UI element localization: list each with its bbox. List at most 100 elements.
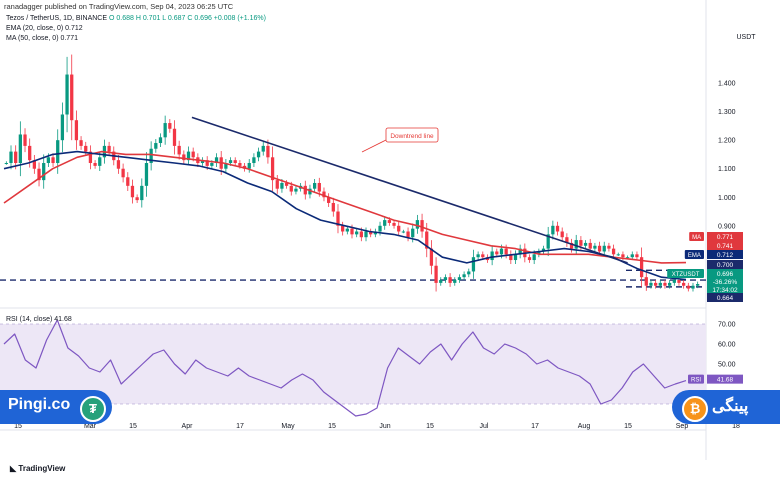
candle-body	[327, 197, 331, 203]
price-label-box	[707, 285, 743, 294]
candle-body	[182, 154, 186, 161]
rsi-label-box	[707, 374, 743, 384]
candle-body	[387, 220, 392, 223]
brand-latin: Pingi.co	[8, 396, 71, 413]
candle-body	[9, 151, 13, 164]
candle-body	[107, 145, 111, 152]
candle-body	[172, 128, 177, 146]
candle-body	[616, 254, 620, 256]
candle-body	[611, 248, 616, 255]
candle-body	[518, 248, 522, 255]
candle-body	[546, 234, 550, 249]
candle-body	[579, 240, 583, 246]
candle-body	[471, 257, 476, 272]
candle-body	[266, 145, 270, 158]
rsi-price-label: RSI 41.68	[688, 374, 743, 384]
candle-body	[116, 160, 121, 169]
price-label: 17:34:02	[707, 285, 743, 294]
candle-body	[583, 242, 588, 246]
candle-body	[312, 182, 317, 189]
candle-body	[284, 182, 289, 186]
candle-body	[177, 145, 181, 155]
candle-body	[406, 231, 410, 238]
candle-body	[303, 185, 307, 195]
candle-body	[168, 123, 172, 129]
candle-body	[154, 143, 158, 149]
candle-body	[439, 280, 443, 283]
candle-body	[696, 284, 700, 286]
candle-body	[317, 182, 321, 192]
price-label-box	[707, 232, 743, 241]
candle-body	[308, 188, 312, 195]
candle-body	[560, 231, 564, 238]
candle-body	[261, 145, 265, 152]
tether-logo-icon: ₮	[80, 396, 106, 422]
candle-body	[434, 265, 438, 283]
candle-body	[411, 228, 415, 238]
candle-body	[4, 163, 8, 165]
candle-body	[453, 280, 457, 283]
candle-body	[270, 157, 275, 181]
candle-body	[602, 245, 606, 252]
candle-body	[93, 163, 97, 166]
candle-body	[649, 282, 653, 286]
candle-body	[228, 160, 233, 164]
candle-body	[37, 168, 41, 181]
time-tick-label: 15	[14, 423, 22, 430]
brand-persian: پینگی	[712, 398, 749, 415]
time-tick-label: Aug	[578, 423, 591, 430]
candle-body	[256, 151, 261, 158]
candle-body	[597, 245, 602, 252]
candle-body	[467, 271, 471, 275]
candle-body	[462, 274, 466, 278]
price-label-value: 0.771	[717, 234, 734, 241]
candle-body	[555, 225, 560, 232]
candle-body	[200, 160, 205, 164]
annotation-box	[385, 127, 439, 143]
candle-body	[658, 282, 662, 286]
candle-body	[672, 280, 676, 283]
price-tick-label: 1.000	[718, 195, 736, 202]
price-label-box	[707, 293, 743, 302]
rsi-legend[interactable]: RSI (14, close) 41.68	[6, 316, 72, 323]
candle-body	[214, 157, 219, 164]
candle-body	[588, 242, 592, 249]
time-tick-label: 17	[531, 423, 539, 430]
candle-body	[252, 157, 256, 164]
candle-body	[121, 168, 125, 178]
price-label: EMA 0.712	[684, 250, 743, 259]
tradingview-watermark: ◣ TradingView	[10, 464, 66, 473]
rsi-tick-label: 70.00	[718, 322, 736, 329]
ema-legend[interactable]: EMA (20, close, 0) 0.712	[6, 25, 83, 32]
candle-body	[392, 222, 396, 226]
symbol-legend[interactable]: Tezos / TetherUS, 1D, BINANCE O 0.688 H …	[6, 14, 266, 23]
downtrend-line	[191, 116, 628, 264]
candle-body	[495, 251, 499, 255]
candle-body	[677, 280, 681, 283]
candle-body	[130, 185, 135, 198]
price-label: 0.700	[707, 260, 743, 269]
annotation-arrow	[361, 139, 387, 153]
candle-body	[56, 140, 60, 164]
candle-body	[574, 240, 578, 249]
candle-body	[275, 180, 279, 189]
time-tick-label: Apr	[182, 423, 194, 430]
time-tick-label: Sep	[676, 423, 689, 430]
candle-body	[532, 254, 536, 261]
candle-body	[383, 220, 387, 226]
candle-body	[425, 231, 429, 249]
candle-body	[65, 74, 69, 115]
candle-body	[513, 254, 518, 261]
candle-body	[331, 202, 335, 212]
candle-body	[210, 163, 214, 166]
price-label-box	[707, 241, 743, 250]
candle-body	[504, 248, 508, 255]
candle-body	[23, 134, 27, 146]
ma-legend[interactable]: MA (50, close, 0) 0.771	[6, 35, 78, 42]
candle-body	[397, 225, 401, 232]
candle-body	[499, 248, 504, 255]
ma-50-line	[3, 150, 687, 264]
candle-body	[336, 211, 340, 226]
downtrend-annotation: Downtrend line	[361, 127, 439, 153]
